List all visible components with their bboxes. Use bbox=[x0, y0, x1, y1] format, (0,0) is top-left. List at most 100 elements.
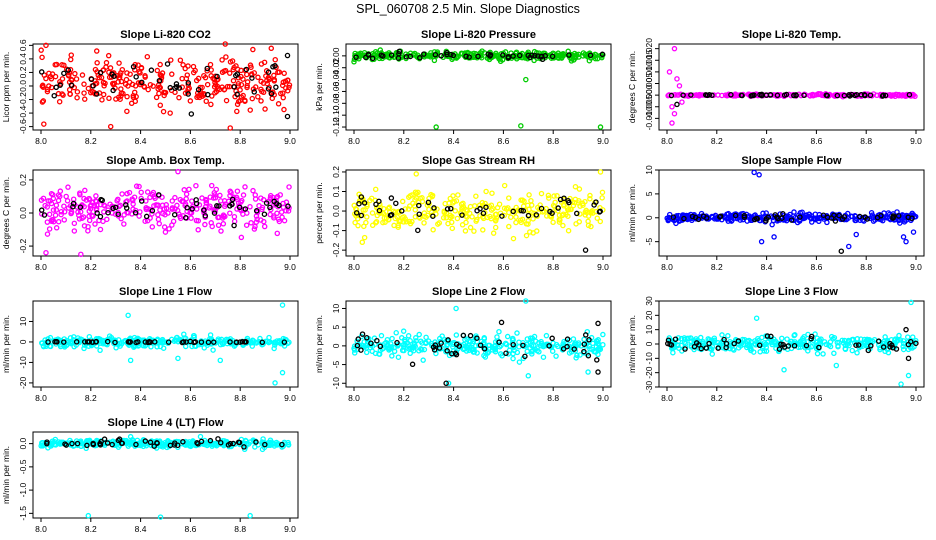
data-point bbox=[407, 220, 414, 227]
data-point bbox=[388, 52, 395, 58]
data-point bbox=[554, 193, 560, 199]
x-tick-label: 8.6 bbox=[810, 262, 822, 272]
data-point bbox=[250, 187, 256, 194]
data-point bbox=[566, 199, 572, 206]
data-point bbox=[248, 340, 254, 346]
data-point bbox=[861, 92, 868, 98]
data-point bbox=[514, 349, 521, 356]
series-selected bbox=[45, 338, 288, 346]
data-point bbox=[898, 381, 904, 387]
data-point bbox=[62, 441, 68, 447]
data-point bbox=[183, 191, 190, 197]
data-point bbox=[477, 213, 483, 219]
data-point bbox=[223, 336, 230, 343]
data-point bbox=[133, 339, 139, 346]
data-point bbox=[436, 345, 443, 351]
data-point bbox=[46, 211, 53, 218]
x-tick-label: 9.0 bbox=[597, 393, 609, 403]
data-point bbox=[545, 192, 552, 199]
data-point bbox=[209, 223, 215, 230]
y-tick-label: -0.12 bbox=[331, 117, 341, 137]
data-point bbox=[135, 80, 142, 86]
data-point bbox=[85, 85, 92, 92]
y-tick-label: 0.0 bbox=[18, 437, 28, 449]
data-point bbox=[777, 211, 783, 217]
data-point bbox=[679, 99, 685, 105]
data-point bbox=[286, 184, 292, 190]
data-point bbox=[693, 340, 700, 346]
y-tick-label: -0.005 bbox=[644, 94, 654, 118]
data-point bbox=[284, 113, 291, 120]
data-point bbox=[112, 204, 119, 211]
data-point bbox=[691, 343, 698, 350]
data-point bbox=[227, 339, 233, 345]
data-point bbox=[564, 343, 570, 350]
data-point bbox=[681, 215, 687, 222]
data-point bbox=[212, 440, 219, 447]
data-point bbox=[506, 223, 512, 230]
chart-panel-6: Slope Sample Flow ml/min per min. -5 0 5 10 8.… bbox=[627, 155, 925, 272]
data-point bbox=[396, 48, 403, 55]
data-point bbox=[452, 208, 458, 214]
data-point bbox=[165, 339, 172, 345]
data-point bbox=[730, 346, 736, 352]
data-point bbox=[875, 338, 882, 344]
data-point bbox=[670, 349, 676, 356]
plot-frame bbox=[345, 169, 612, 257]
data-point bbox=[77, 191, 83, 198]
data-point bbox=[171, 440, 178, 446]
data-point bbox=[416, 202, 422, 209]
y-tick-label: -10 bbox=[331, 377, 341, 390]
data-point bbox=[904, 334, 911, 340]
data-point bbox=[890, 213, 897, 219]
data-point bbox=[229, 196, 236, 203]
data-point bbox=[363, 349, 370, 356]
data-point bbox=[464, 336, 470, 342]
y-tick-label: 10 bbox=[331, 303, 341, 313]
y-tick-label: -0.10 bbox=[331, 105, 341, 125]
data-point bbox=[555, 205, 561, 211]
data-point bbox=[99, 197, 105, 204]
data-point bbox=[219, 57, 225, 63]
data-point bbox=[587, 196, 593, 202]
data-point bbox=[184, 441, 191, 447]
data-point bbox=[510, 341, 516, 348]
data-point bbox=[123, 437, 129, 444]
data-point bbox=[192, 67, 198, 74]
x-tick-label: 8.8 bbox=[234, 524, 246, 534]
data-point bbox=[93, 338, 100, 345]
y-tick-label: 0.0 bbox=[331, 205, 341, 217]
data-point bbox=[884, 215, 890, 221]
data-point bbox=[71, 220, 78, 227]
series-all bbox=[665, 45, 918, 126]
data-point bbox=[731, 340, 737, 347]
data-point bbox=[43, 42, 49, 49]
data-point bbox=[193, 182, 199, 189]
data-point bbox=[709, 351, 716, 357]
data-point bbox=[212, 195, 219, 201]
data-point bbox=[509, 335, 516, 342]
data-point bbox=[487, 213, 493, 220]
data-point bbox=[516, 359, 523, 365]
data-point bbox=[105, 207, 111, 213]
y-tick-label: -10 bbox=[18, 356, 28, 369]
data-point bbox=[157, 102, 164, 108]
y-tick-label: -1.5 bbox=[18, 506, 28, 521]
data-point bbox=[65, 72, 72, 78]
y-axis-label: ml/min per min. bbox=[627, 315, 637, 373]
data-point bbox=[587, 346, 593, 352]
data-point bbox=[247, 512, 253, 519]
data-point bbox=[362, 207, 368, 213]
data-point bbox=[277, 90, 284, 97]
data-point bbox=[831, 350, 837, 357]
data-point bbox=[405, 206, 412, 212]
y-axis-label: percent per min. bbox=[314, 182, 324, 243]
data-point bbox=[369, 210, 376, 216]
data-point bbox=[214, 203, 220, 209]
data-point bbox=[202, 213, 209, 219]
data-point bbox=[133, 441, 139, 448]
data-point bbox=[157, 61, 163, 68]
data-point bbox=[361, 223, 367, 230]
data-point bbox=[222, 201, 229, 207]
data-point bbox=[849, 91, 855, 98]
